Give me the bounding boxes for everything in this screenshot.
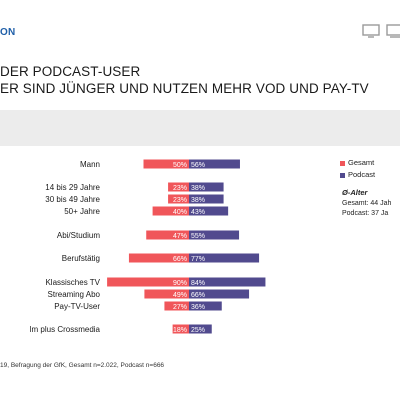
tv-icon[interactable] (386, 24, 400, 38)
category-label: Berufstätig (62, 254, 100, 263)
category-label: Abi/Studium (57, 231, 100, 240)
monitor-icon[interactable] (362, 24, 380, 38)
source-footnote: 19, Befragung der GfK, Gesamt n=2.022, P… (0, 362, 165, 369)
bar-gesamt (146, 230, 189, 240)
bar-gesamt (168, 182, 189, 192)
data-label-podcast: 77% (191, 256, 205, 263)
age-title: Ø-Alter (342, 188, 368, 197)
data-label-podcast: 84% (191, 280, 205, 287)
bar-podcast (189, 182, 224, 192)
bar-gesamt (164, 301, 189, 311)
legend-label-gesamt: Gesamt (348, 158, 375, 167)
category-label: Klassisches TV (45, 278, 100, 287)
legend: Gesamt Podcast (340, 158, 375, 182)
bar-gesamt (168, 194, 189, 204)
data-label-podcast: 56% (191, 162, 205, 169)
category-label: 14 bis 29 Jahre (45, 183, 100, 192)
legend-item-gesamt: Gesamt (340, 158, 375, 170)
bar-podcast (189, 230, 240, 240)
bar-podcast (189, 277, 266, 287)
data-label-gesamt: 23% (173, 197, 187, 204)
bar-gesamt (107, 277, 189, 287)
data-label-gesamt: 50% (173, 162, 187, 169)
header-band (0, 110, 400, 146)
category-label: 50+ Jahre (64, 207, 100, 216)
data-label-podcast: 55% (191, 233, 205, 240)
category-label: lm plus Crossmedia (30, 325, 101, 334)
bar-gesamt (128, 253, 189, 263)
data-label-gesamt: 47% (173, 233, 187, 240)
slide-subtitle: ER SIND JÜNGER UND NUTZEN MEHR VOD UND P… (0, 81, 369, 96)
bar-gesamt (143, 159, 189, 169)
bar-podcast (189, 194, 224, 204)
data-label-gesamt: 23% (173, 185, 187, 192)
category-label: Streaming Abo (48, 290, 101, 299)
bar-gesamt (172, 324, 189, 334)
data-label-podcast: 25% (191, 327, 205, 334)
data-label-podcast: 43% (191, 209, 205, 216)
bar-podcast (189, 301, 222, 311)
data-label-podcast: 38% (191, 185, 205, 192)
brand-logo-text: ON (0, 27, 16, 38)
data-label-gesamt: 27% (173, 304, 187, 311)
category-label: 30 bis 49 Jahre (45, 195, 100, 204)
slide-title: DER PODCAST-USER (0, 64, 141, 79)
age-gesamt: Gesamt: 44 Jah (342, 200, 392, 207)
age-podcast: Podcast: 37 Ja (342, 210, 389, 217)
data-label-podcast: 38% (191, 197, 205, 204)
bar-podcast (189, 253, 260, 263)
data-label-gesamt: 66% (173, 256, 187, 263)
legend-label-podcast: Podcast (348, 170, 376, 179)
data-label-gesamt: 18% (173, 327, 187, 334)
bar-podcast (189, 206, 229, 216)
data-label-gesamt: 49% (173, 292, 187, 299)
bar-podcast (189, 324, 212, 334)
legend-swatch-podcast (340, 173, 345, 178)
data-label-gesamt: 90% (173, 280, 187, 287)
legend-item-podcast: Podcast (340, 170, 375, 182)
legend-swatch-gesamt (340, 161, 345, 166)
bar-gesamt (144, 289, 189, 299)
data-label-gesamt: 40% (173, 209, 187, 216)
category-label: Pay-TV-User (54, 302, 100, 311)
category-label: Mann (80, 160, 100, 169)
data-label-podcast: 36% (191, 304, 205, 311)
top-bar: ON (0, 0, 400, 56)
bar-gesamt (152, 206, 189, 216)
data-label-podcast: 66% (191, 292, 205, 299)
bar-podcast (189, 159, 240, 169)
bar-podcast (189, 289, 250, 299)
